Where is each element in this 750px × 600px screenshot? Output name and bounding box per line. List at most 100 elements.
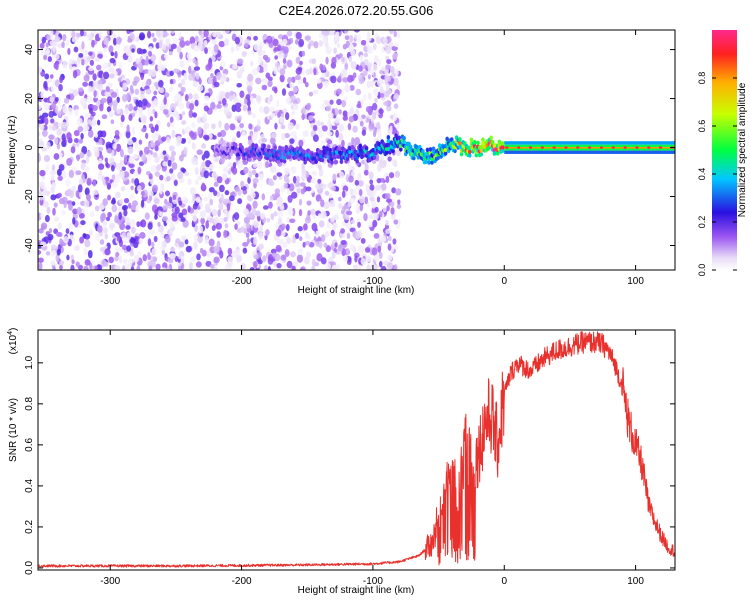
noise-speckle (154, 145, 159, 152)
noise-speckle (178, 252, 182, 260)
noise-speckle (298, 139, 304, 147)
noise-speckle (151, 241, 155, 248)
noise-speckle (38, 257, 44, 263)
noise-speckle (155, 84, 159, 91)
noise-speckle (86, 33, 92, 40)
ridge-mark (328, 147, 333, 153)
noise-speckle (291, 110, 295, 116)
noise-speckle (67, 48, 71, 56)
noise-speckle (328, 30, 335, 36)
noise-speckle (331, 251, 336, 259)
noise-speckle (150, 126, 156, 134)
ridge-mark (399, 147, 403, 152)
noise-speckle (300, 267, 305, 270)
noise-speckle (128, 155, 135, 164)
noise-speckle (104, 157, 108, 163)
noise-speckle (193, 233, 199, 242)
noise-speckle (50, 244, 57, 250)
noise-speckle (140, 199, 145, 208)
ridge-mark (408, 144, 413, 150)
noise-speckle (385, 175, 390, 184)
noise-speckle (346, 232, 351, 240)
noise-speckle (88, 129, 94, 138)
noise-speckle (397, 199, 401, 205)
noise-speckle (171, 162, 178, 170)
noise-speckle (371, 247, 378, 256)
noise-speckle (168, 51, 173, 56)
noise-speckle (146, 30, 152, 39)
noise-speckle (359, 195, 365, 204)
noise-speckle (241, 159, 249, 165)
noise-speckle (45, 49, 51, 55)
noise-speckle (258, 173, 264, 181)
noise-speckle (334, 242, 338, 248)
noise-speckle (380, 93, 385, 98)
noise-speckle (345, 222, 352, 230)
noise-speckle (280, 231, 286, 237)
x-tick-label: -100 (363, 276, 383, 287)
noise-speckle (185, 245, 192, 253)
ridge-mark (385, 146, 389, 152)
noise-speckle (201, 143, 207, 149)
noise-speckle (42, 112, 49, 118)
noise-speckle (325, 56, 329, 65)
noise-speckle (279, 68, 286, 76)
noise-speckle (145, 88, 152, 95)
noise-speckle (286, 30, 293, 37)
noise-speckle (216, 191, 221, 198)
noise-speckle (270, 136, 276, 145)
noise-speckle (98, 31, 103, 39)
noise-speckle (337, 244, 344, 252)
noise-speckle (123, 171, 130, 178)
noise-speckle (59, 75, 64, 84)
noise-speckle (155, 263, 161, 270)
noise-speckle (150, 103, 155, 108)
noise-speckle (272, 38, 279, 47)
noise-speckle (320, 257, 327, 265)
noise-speckle (193, 66, 201, 71)
noise-speckle (211, 225, 216, 232)
ridge-mark (392, 144, 397, 149)
noise-speckle (282, 241, 288, 248)
noise-speckle (312, 89, 319, 95)
noise-speckle (311, 265, 316, 270)
colorbar-gradient (712, 30, 737, 270)
noise-speckle (63, 97, 70, 104)
noise-speckle (310, 208, 316, 216)
noise-speckle (256, 160, 263, 170)
noise-speckle (94, 133, 99, 139)
noise-speckle (385, 198, 393, 203)
noise-speckle (233, 212, 240, 221)
noise-speckle (309, 67, 313, 75)
noise-speckle (42, 129, 48, 137)
noise-speckle (208, 187, 215, 193)
noise-speckle (158, 80, 164, 88)
noise-speckle (169, 79, 174, 85)
noise-speckle (272, 260, 278, 267)
noise-speckle (387, 243, 392, 251)
x-tick-label: 100 (627, 276, 644, 287)
noise-speckle (368, 108, 373, 116)
noise-speckle (38, 131, 41, 137)
noise-speckle (344, 215, 350, 221)
noise-speckle (273, 211, 278, 217)
noise-speckle (203, 95, 210, 101)
noise-speckle (309, 163, 314, 169)
noise-speckle (74, 59, 79, 65)
ridge-mark (252, 155, 257, 161)
noise-speckle (47, 56, 52, 63)
noise-speckle (83, 50, 90, 56)
noise-speckle (257, 50, 262, 56)
noise-speckle (234, 223, 238, 230)
noise-speckle (84, 259, 91, 266)
noise-speckle (54, 36, 61, 43)
noise-speckle (276, 263, 282, 269)
noise-speckle (116, 235, 121, 242)
ridge-mark (338, 146, 342, 151)
noise-speckle (349, 188, 354, 196)
noise-speckle (168, 196, 173, 204)
noise-speckle (321, 72, 327, 78)
noise-speckle (149, 178, 154, 185)
noise-speckle (281, 132, 286, 141)
noise-speckle (52, 125, 57, 131)
